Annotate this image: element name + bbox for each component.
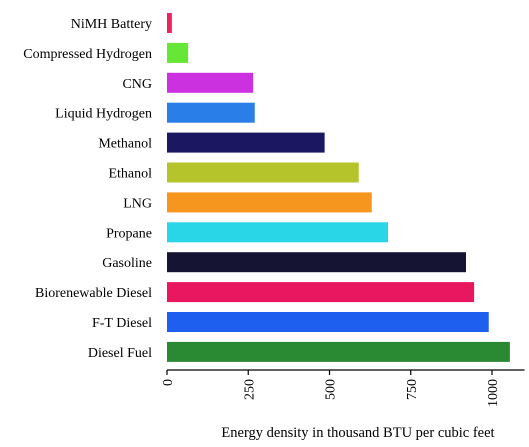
bar-ethanol bbox=[167, 162, 359, 183]
category-label-f-t-diesel: F-T Diesel bbox=[92, 316, 152, 331]
category-label-ethanol: Ethanol bbox=[108, 167, 152, 182]
category-label-methanol: Methanol bbox=[98, 137, 152, 152]
x-tick-label-1000: 1000 bbox=[486, 379, 501, 407]
bar-cng bbox=[167, 72, 254, 93]
category-label-nimh-battery: NiMH Battery bbox=[71, 17, 152, 32]
category-label-propane: Propane bbox=[106, 226, 152, 241]
x-axis-title: Energy density in thousand BTU per cubic… bbox=[221, 425, 494, 441]
category-label-cng: CNG bbox=[122, 77, 152, 92]
category-label-diesel-fuel: Diesel Fuel bbox=[88, 346, 152, 361]
bar-biorenewable-diesel bbox=[167, 282, 475, 303]
bar-lng bbox=[167, 192, 372, 213]
x-tick-label-250: 250 bbox=[242, 379, 257, 400]
x-tick-label-750: 750 bbox=[405, 379, 420, 400]
bar-methanol bbox=[167, 132, 325, 153]
bar-gasoline bbox=[167, 252, 466, 273]
category-label-compressed-hydrogen: Compressed Hydrogen bbox=[23, 47, 152, 62]
bar-nimh-battery bbox=[167, 13, 172, 33]
bars bbox=[167, 13, 510, 362]
bar-propane bbox=[167, 222, 388, 243]
bar-compressed-hydrogen bbox=[167, 42, 189, 63]
category-label-liquid-hydrogen: Liquid Hydrogen bbox=[55, 107, 152, 122]
x-tick-label-500: 500 bbox=[324, 379, 339, 400]
bar-f-t-diesel bbox=[167, 312, 489, 332]
bar-liquid-hydrogen bbox=[167, 102, 255, 123]
category-label-biorenewable-diesel: Biorenewable Diesel bbox=[35, 286, 152, 301]
bar-diesel-fuel bbox=[167, 341, 510, 362]
category-label-gasoline: Gasoline bbox=[102, 256, 152, 271]
x-tick-label-0: 0 bbox=[161, 379, 176, 386]
category-labels: NiMH Battery Compressed Hydrogen CNG Liquid… bbox=[23, 17, 152, 361]
category-label-lng: LNG bbox=[123, 196, 152, 211]
x-axis: 0 250 500 750 1000 bbox=[161, 369, 525, 407]
